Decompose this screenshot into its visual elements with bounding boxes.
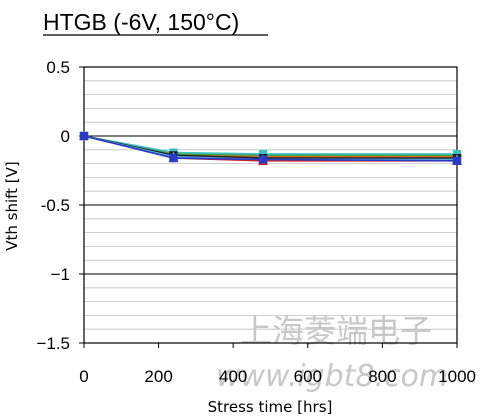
series-line xyxy=(83,135,458,162)
y-tick-label: -0.5 xyxy=(41,196,70,215)
data-point xyxy=(79,131,89,141)
chart-title: HTGB (-6V, 150°C) xyxy=(43,9,239,35)
x-tick-label: 800 xyxy=(368,367,396,386)
series-line xyxy=(83,135,457,155)
axes-layer xyxy=(79,66,458,348)
series-layer xyxy=(78,130,463,165)
series-8 xyxy=(79,131,462,165)
x-axis-label: Stress time [hrs] xyxy=(208,398,333,416)
x-tick-label: 0 xyxy=(79,367,88,386)
series-6 xyxy=(79,131,462,163)
watermark-line-1: 上海菱端电子 xyxy=(240,312,432,350)
tick-labels: 0.5 0 -0.5 −1 −1.5 0 200 400 600 800 1000 xyxy=(36,58,476,386)
y-tick-label: 0.5 xyxy=(46,58,70,77)
data-point xyxy=(258,155,268,164)
title-group: HTGB (-6V, 150°C) xyxy=(43,9,268,36)
x-tick-label: 400 xyxy=(219,367,247,386)
y-tick-label: −1 xyxy=(51,265,70,284)
y-tick-label: −1.5 xyxy=(36,334,70,353)
x-tick-label: 600 xyxy=(294,367,322,386)
y-tick-label: 0 xyxy=(61,127,70,146)
grid-layer xyxy=(84,80,457,330)
x-tick-label: 1000 xyxy=(438,367,476,386)
x-tick-label: 200 xyxy=(144,367,172,386)
watermark-line-2: www.igbt8.com xyxy=(216,359,448,394)
watermark: 上海菱端电子 www.igbt8.com xyxy=(216,312,448,394)
y-axis-label: Vth shift [V] xyxy=(3,161,21,251)
data-point xyxy=(452,156,462,165)
data-point xyxy=(169,153,178,163)
